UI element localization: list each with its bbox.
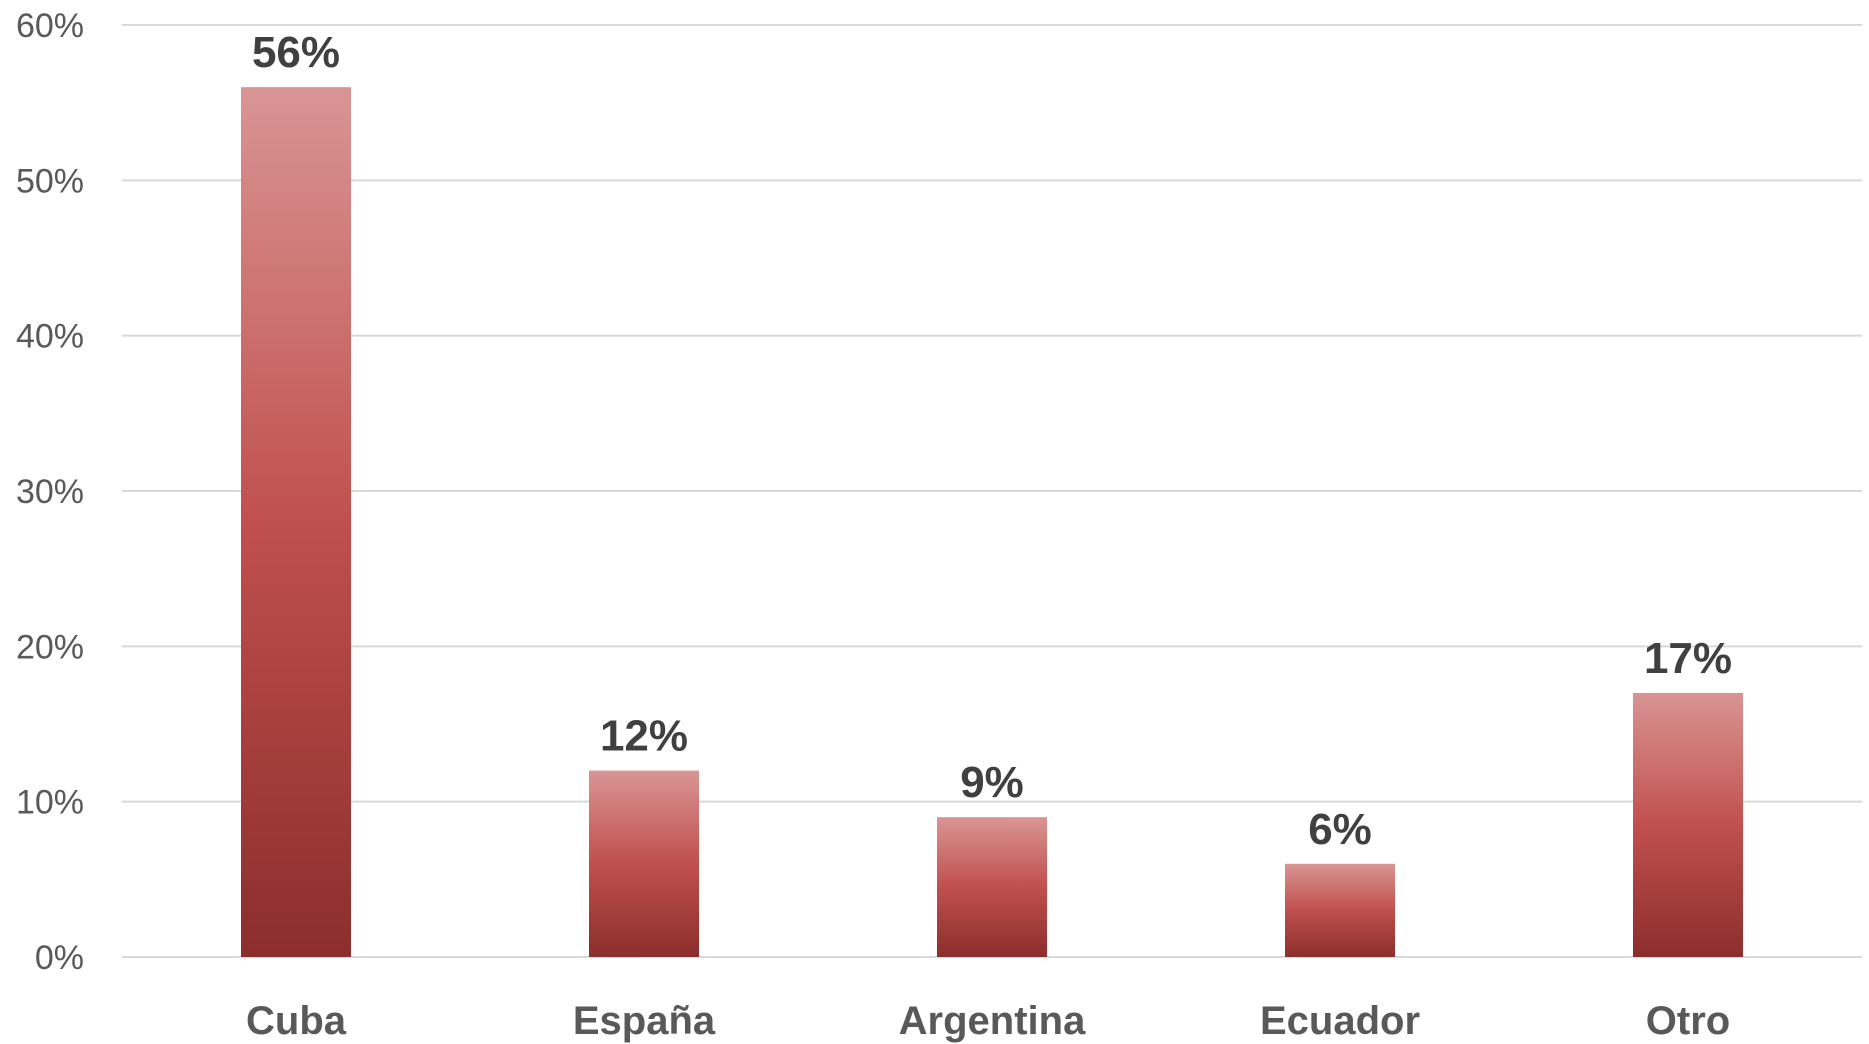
data-label: 56% [252,28,340,77]
bars [241,87,1743,958]
y-tick-label: 30% [16,473,84,511]
data-labels: 56% 12% 9% 6% 17% [252,28,1732,854]
x-axis-tick-labels: Cuba España Argentina Ecuador Otro [246,999,1730,1043]
y-tick-label: 20% [16,628,84,666]
bar-argentina [937,817,1047,957]
x-tick-label: Ecuador [1260,999,1420,1043]
y-tick-label: 50% [16,162,84,200]
bar-cuba [241,87,351,958]
bar-ecuador [1285,863,1395,957]
bar-otro [1633,692,1743,957]
y-tick-label: 40% [16,318,84,356]
data-label: 12% [600,712,688,761]
y-tick-label: 10% [16,784,84,822]
y-axis-tick-labels: 0% 10% 20% 30% 40% 50% 60% [16,7,84,977]
bar-españa [589,770,699,957]
x-tick-label: España [573,999,716,1043]
data-label: 17% [1644,634,1732,683]
gridlines [122,24,1862,958]
data-label: 6% [1308,805,1372,854]
data-label: 9% [960,758,1024,807]
y-tick-label: 0% [35,939,84,977]
x-tick-label: Cuba [246,999,347,1043]
y-tick-label: 60% [16,7,84,45]
x-tick-label: Argentina [899,999,1086,1043]
x-tick-label: Otro [1646,999,1730,1043]
